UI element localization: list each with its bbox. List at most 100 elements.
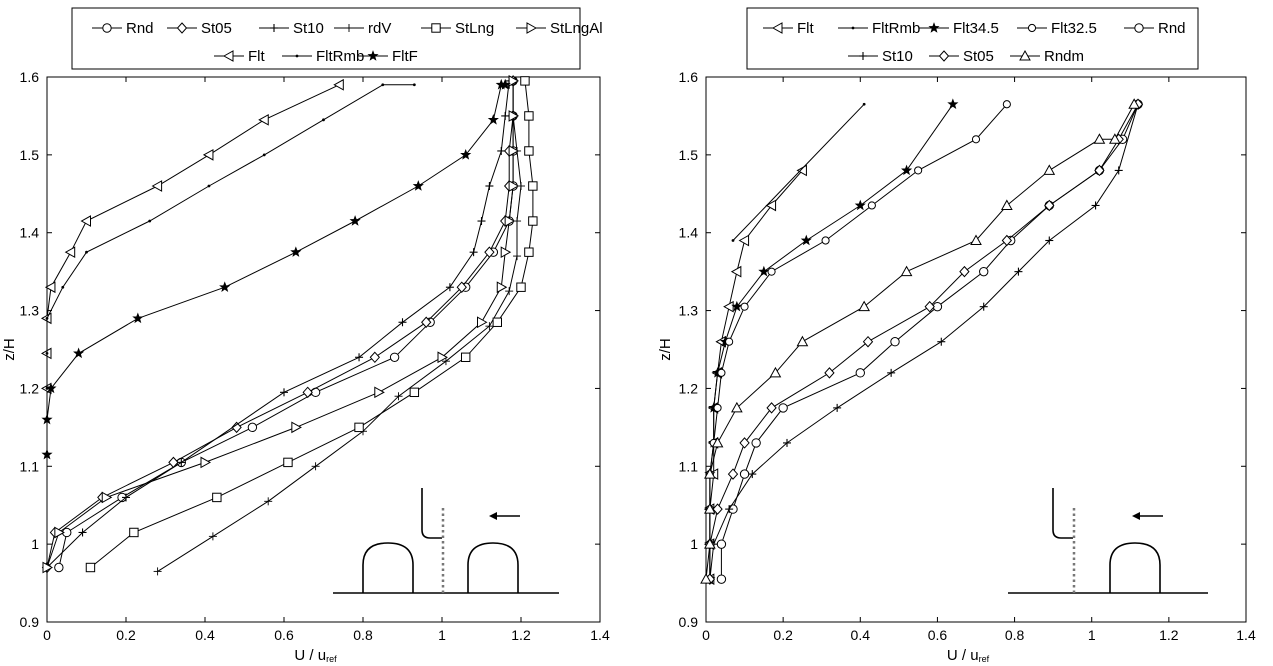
series-fltf <box>41 78 511 460</box>
data-point-st05 <box>1001 234 1013 247</box>
data-point-stlngal <box>504 215 516 227</box>
data-point-flt <box>723 300 734 313</box>
legend-box <box>746 7 1199 70</box>
y-tick-label: 1.2 <box>20 380 40 396</box>
series-rndm <box>700 98 1140 584</box>
legend: Rnd St05 St10 rdV StLng StLngAl Flt FltRmb FltF <box>71 7 603 70</box>
series-st05 <box>704 98 1144 585</box>
legend: Flt FltRmb Flt34.5 Flt32.5 Rnd St10 St05 Rndm <box>746 7 1199 70</box>
legend-label: Rnd <box>1158 20 1186 37</box>
data-point-fltf <box>132 312 144 324</box>
data-point-fltrmb <box>412 83 416 87</box>
data-point-fltrmb <box>207 184 211 188</box>
inset-hill <box>467 542 519 593</box>
data-point-st05 <box>959 265 970 278</box>
x-axis-label-subscript: ref <box>326 654 337 664</box>
series-line-st10 <box>709 104 1139 580</box>
data-point-rnd <box>247 422 258 433</box>
series-line-flt32-5 <box>709 103 1008 580</box>
data-point-rndm <box>1109 133 1121 144</box>
legend-item-fltrmb: FltRmb <box>838 20 920 37</box>
x-tick-label: 0.2 <box>116 627 136 643</box>
left-panel: 0 0.2 0.4 0.6 0.8 1 1.2 1.4 0.9 1 1.1 1.2 1.3 1.4 1.5 1… <box>1 7 610 664</box>
data-point-flt <box>333 78 344 91</box>
y-tick-label: 1 <box>31 536 39 552</box>
data-point-st05 <box>456 281 467 293</box>
data-point-rnd <box>739 469 750 479</box>
legend-item-st10: St10 <box>848 48 913 65</box>
series-stlng <box>85 76 538 573</box>
series-flt32-5 <box>705 100 1011 584</box>
series-fltrmb <box>731 102 866 242</box>
data-point-flt32-5 <box>971 135 981 144</box>
legend-marker <box>222 50 234 62</box>
data-point-fltf <box>73 347 85 359</box>
legend-label: St05 <box>963 48 994 65</box>
data-point-st10 <box>398 318 407 327</box>
legend-marker <box>851 26 855 30</box>
data-point-rnd <box>716 539 727 549</box>
data-point-st10 <box>477 217 486 226</box>
series-line-rdv <box>157 115 522 572</box>
data-point-rndm <box>970 234 982 245</box>
inset-hill <box>362 542 414 593</box>
x-tick-label: 0.8 <box>1005 627 1025 643</box>
data-point-st05 <box>727 468 739 480</box>
y-tick-label: 1.1 <box>679 458 699 474</box>
data-point-st10 <box>1091 201 1100 210</box>
plot-frame <box>705 76 1247 623</box>
data-point-rndm <box>1043 164 1056 175</box>
data-point-flt <box>796 164 807 177</box>
data-point-stlng <box>461 352 471 362</box>
data-point-rndm <box>704 468 716 479</box>
data-point-flt <box>202 149 214 161</box>
data-point-st10 <box>1114 166 1123 175</box>
data-point-fltrmb <box>381 83 385 87</box>
legend-item-flt32-5: Flt32.5 <box>1017 20 1097 37</box>
data-point-st10 <box>497 146 506 155</box>
data-point-stlng <box>524 146 534 156</box>
legend-label: FltRmb <box>316 48 364 65</box>
data-point-rnd <box>751 438 761 448</box>
x-tick-label: 0.4 <box>851 627 871 643</box>
data-point-rnd <box>778 403 788 413</box>
legend-marker <box>431 23 441 33</box>
data-point-rdv <box>394 392 403 401</box>
data-point-rndm <box>1093 133 1106 144</box>
data-point-stlngal <box>508 180 520 192</box>
legend-item-rdv: rdV <box>334 20 391 37</box>
series-st05 <box>41 75 519 574</box>
data-point-fltf <box>290 246 302 257</box>
data-point-stlng <box>129 527 139 538</box>
series-line-rnd <box>58 80 514 568</box>
data-point-stlngal <box>101 491 113 504</box>
data-point-st05 <box>862 335 874 348</box>
legend-item-st10: St10 <box>259 20 324 37</box>
data-point-st05 <box>1044 199 1055 212</box>
series-line-st05 <box>709 104 1139 580</box>
y-tick-label: 1.4 <box>679 225 699 241</box>
data-point-stlngal <box>374 386 385 399</box>
data-point-rndm <box>900 265 913 277</box>
legend-marker <box>367 50 379 61</box>
legend-item-rnd: Rnd <box>92 20 154 37</box>
series-stlngal <box>42 75 520 574</box>
data-point-fltf <box>219 281 231 292</box>
legend-label: Flt34.5 <box>953 20 999 37</box>
data-point-rnd <box>716 574 727 584</box>
data-point-flt <box>738 234 750 247</box>
data-point-stlngal <box>496 281 508 294</box>
x-tick-label: 0 <box>43 627 51 643</box>
data-point-flt34-5 <box>731 300 743 312</box>
x-axis-label-subscript: ref <box>979 654 990 664</box>
data-point-rdv <box>485 322 494 331</box>
data-point-stlng <box>528 216 538 226</box>
data-point-rndm <box>731 401 743 413</box>
series-line-fltrmb <box>732 103 865 241</box>
data-point-rdv <box>153 567 162 576</box>
data-point-fltrmb <box>45 316 49 320</box>
data-point-st10 <box>445 283 454 292</box>
series-line-fltrmb <box>46 84 415 389</box>
data-point-stlngal <box>437 351 449 364</box>
